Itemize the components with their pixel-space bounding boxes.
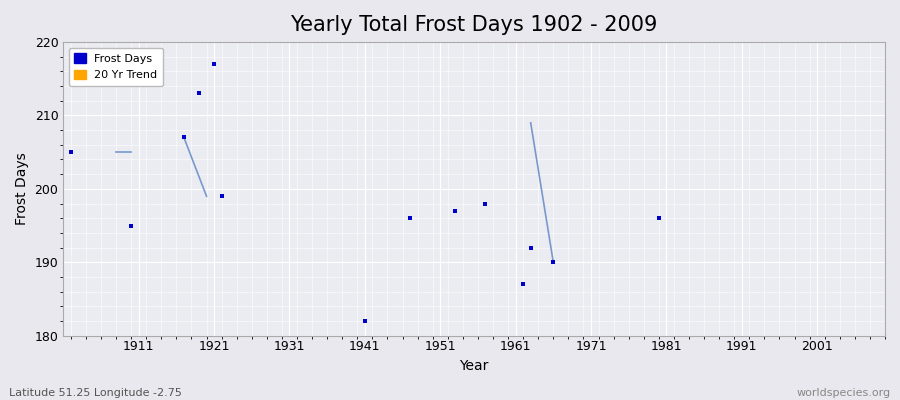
Point bbox=[357, 318, 372, 324]
Y-axis label: Frost Days: Frost Days bbox=[15, 152, 29, 225]
Point bbox=[478, 200, 492, 207]
Point bbox=[207, 61, 221, 67]
Point bbox=[403, 215, 418, 221]
Point bbox=[546, 259, 561, 266]
Point bbox=[124, 222, 139, 229]
Title: Yearly Total Frost Days 1902 - 2009: Yearly Total Frost Days 1902 - 2009 bbox=[291, 15, 658, 35]
Point bbox=[176, 134, 191, 141]
Text: Latitude 51.25 Longitude -2.75: Latitude 51.25 Longitude -2.75 bbox=[9, 388, 182, 398]
Point bbox=[652, 215, 666, 221]
Point bbox=[214, 193, 229, 199]
Point bbox=[524, 244, 538, 251]
Legend: Frost Days, 20 Yr Trend: Frost Days, 20 Yr Trend bbox=[68, 48, 163, 86]
Point bbox=[192, 90, 206, 97]
Point bbox=[64, 149, 78, 155]
X-axis label: Year: Year bbox=[460, 359, 489, 373]
Text: worldspecies.org: worldspecies.org bbox=[796, 388, 891, 398]
Point bbox=[448, 208, 463, 214]
Point bbox=[516, 281, 530, 288]
